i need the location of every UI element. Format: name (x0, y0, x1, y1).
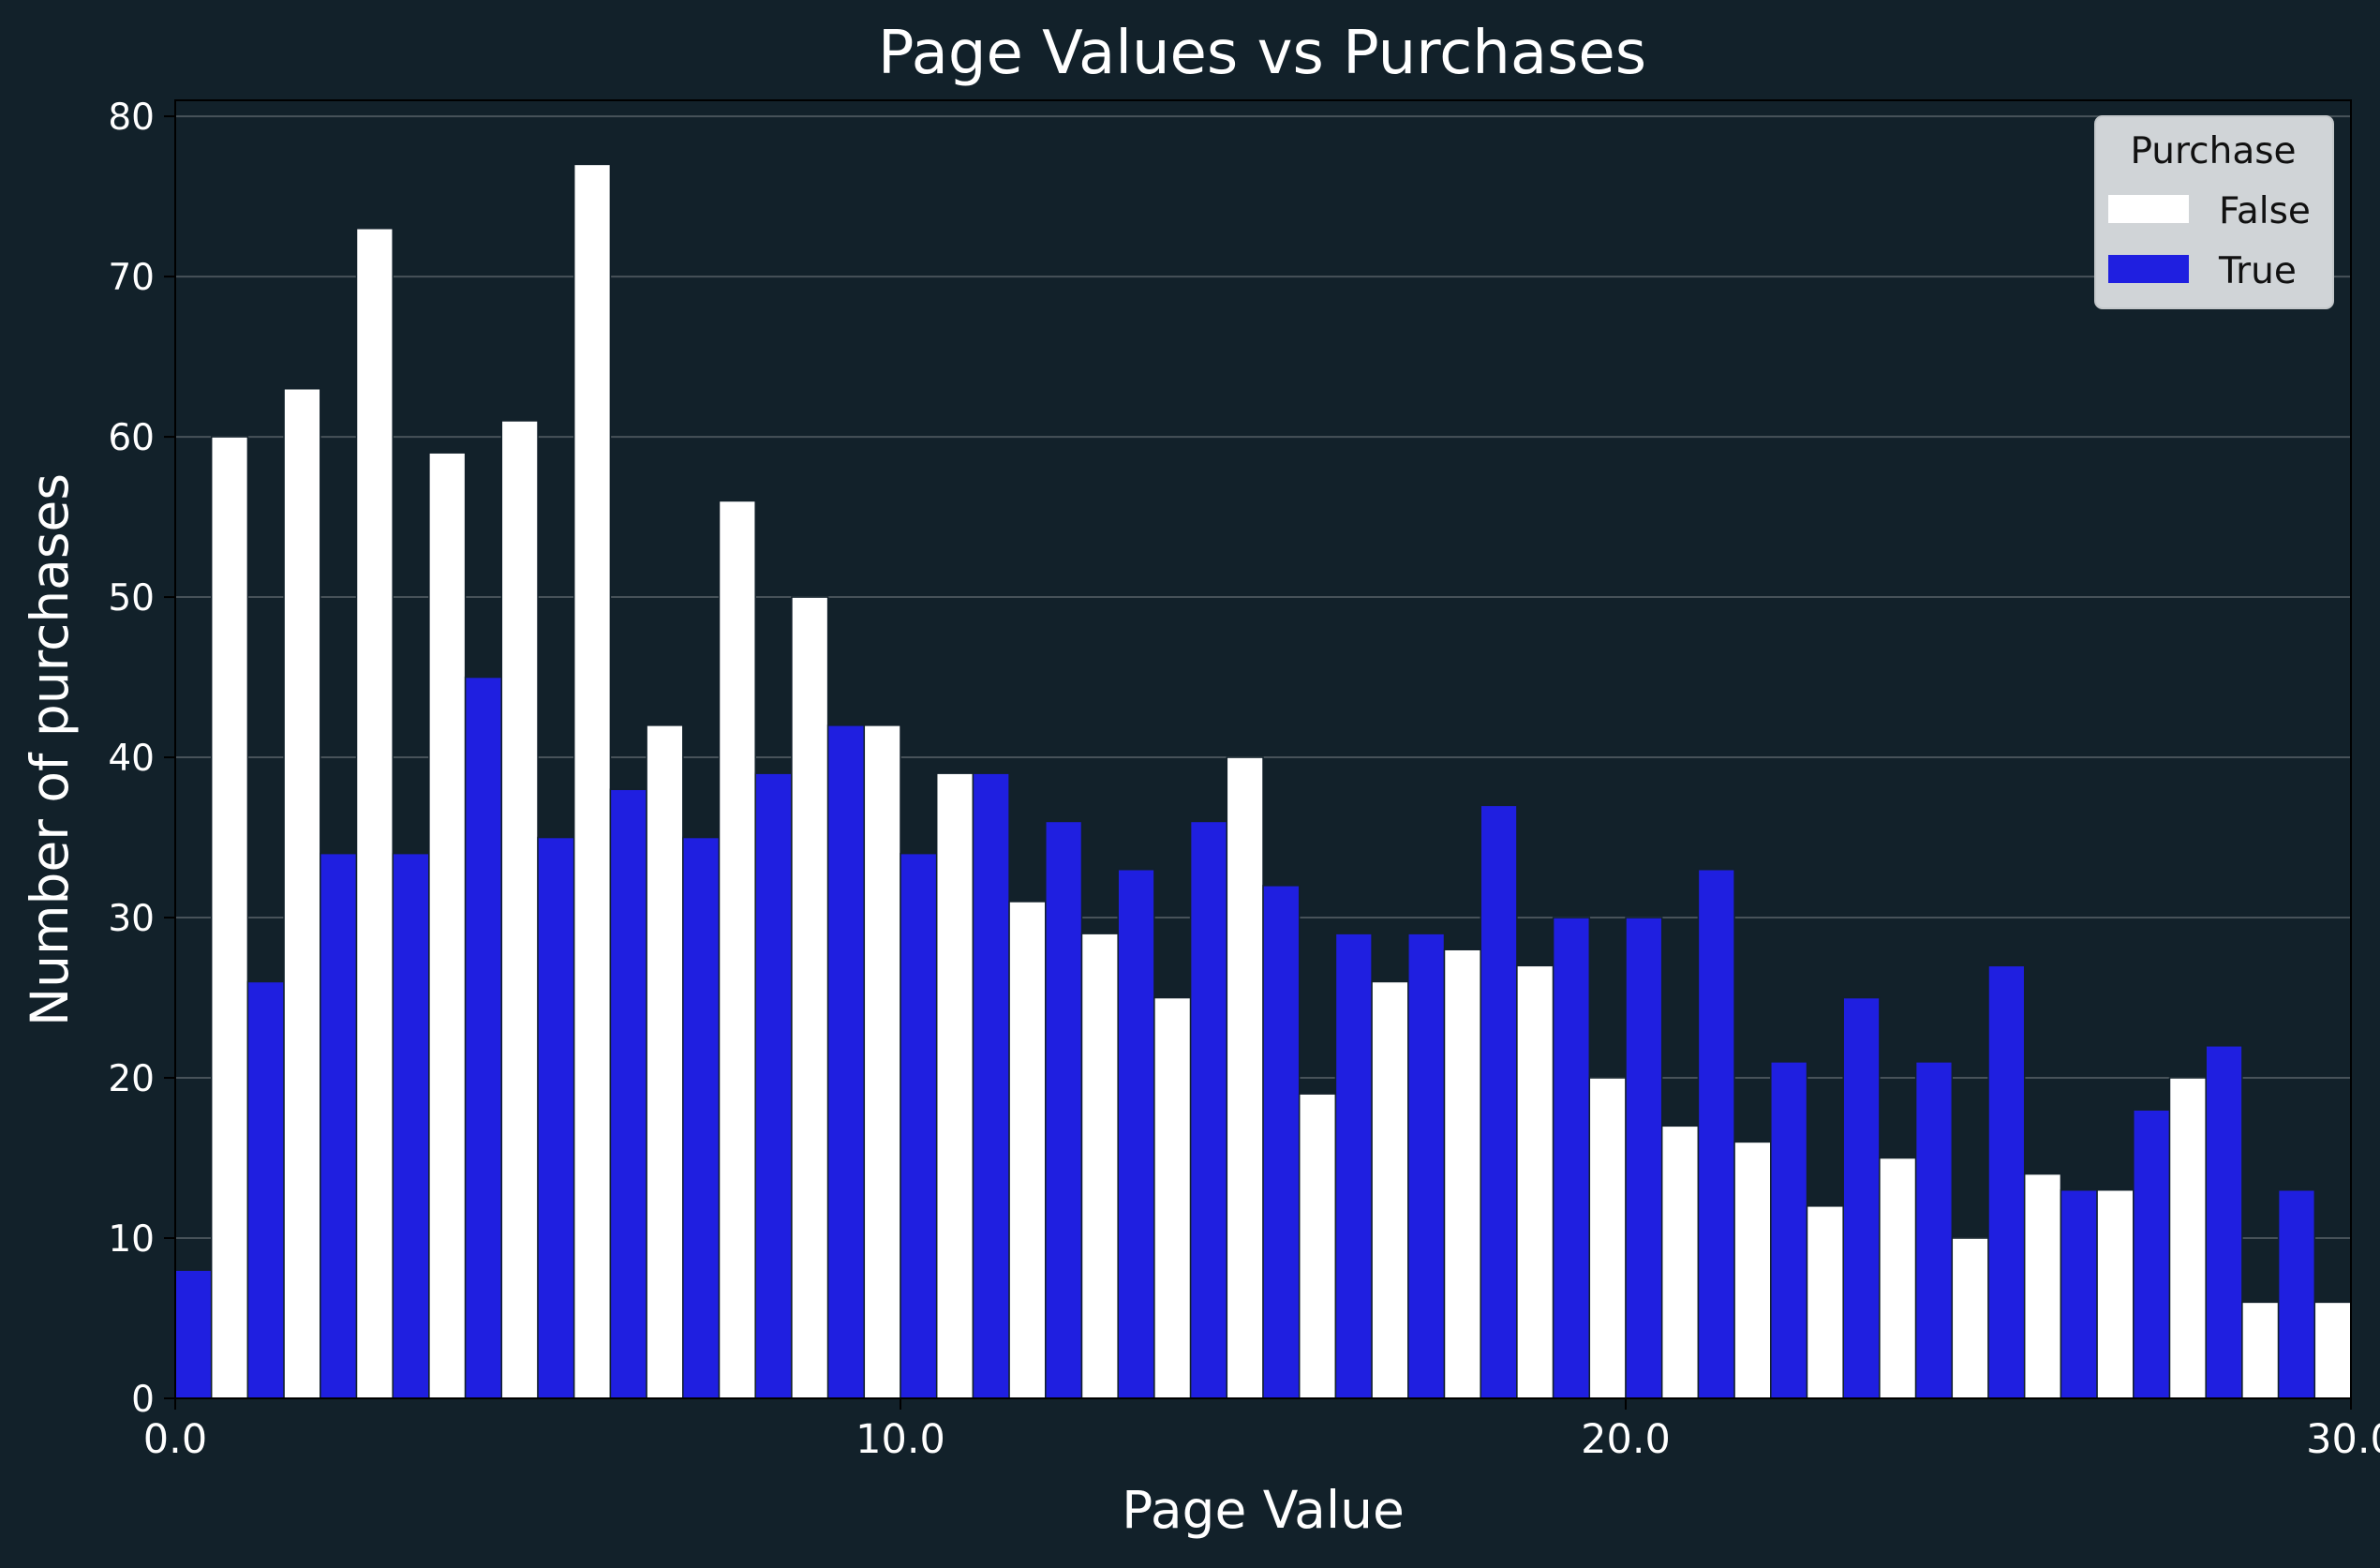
bar-true (2060, 1188, 2098, 1399)
x-axis: 0.0 10.0 20.0 30.0 (143, 1398, 2380, 1463)
y-tick-label: 50 (108, 577, 155, 620)
bar-false (1443, 948, 1481, 1399)
bar-false (1588, 1077, 1627, 1399)
bar-false (1298, 1093, 1337, 1399)
bar-false (1371, 980, 1409, 1399)
bar-false (1516, 964, 1554, 1399)
legend-label-true: True (2218, 250, 2297, 292)
bar-true (682, 836, 721, 1399)
bar-true (1914, 1061, 1954, 1399)
y-tick-label: 30 (108, 898, 155, 940)
bar-true (1625, 917, 1663, 1399)
bar-true (1045, 820, 1083, 1399)
bars (174, 163, 2352, 1399)
bar-true (754, 772, 793, 1399)
bar-false (1951, 1237, 1989, 1399)
x-tick-label: 30.0 (2306, 1416, 2380, 1463)
bar-true (900, 852, 938, 1399)
y-axis: 0 10 20 30 40 50 60 70 80 (108, 97, 175, 1421)
plot-frame (174, 99, 2352, 1399)
bar-true (174, 1269, 213, 1399)
y-tick-label: 20 (108, 1058, 155, 1100)
bar-true (826, 724, 866, 1399)
y-tick-label: 40 (108, 738, 155, 780)
y-tick-label: 60 (108, 417, 155, 459)
bar-true (1770, 1061, 1808, 1399)
bar-false (500, 420, 539, 1399)
bar-false (1080, 933, 1119, 1399)
bar-false (2096, 1188, 2135, 1399)
bar-true (1697, 868, 1735, 1399)
bar-false (1008, 901, 1047, 1399)
bar-true (972, 772, 1010, 1399)
bar-false (718, 500, 756, 1399)
bar-false (1879, 1157, 1917, 1399)
legend-swatch-false (2108, 195, 2189, 223)
x-tick-label: 0.0 (143, 1416, 207, 1463)
bar-false (935, 772, 974, 1399)
legend-label-false: False (2219, 190, 2311, 232)
bar-false (355, 228, 394, 1399)
bar-true (464, 676, 503, 1399)
y-axis-label: Number of purchases (20, 473, 80, 1026)
bar-false (210, 436, 249, 1399)
bar-true (1262, 885, 1301, 1399)
bar-false (428, 452, 467, 1399)
bar-false (2313, 1301, 2352, 1399)
bar-true (609, 788, 647, 1399)
bar-true (1842, 996, 1881, 1399)
y-tick-label: 0 (131, 1379, 155, 1421)
bar-false (573, 163, 612, 1399)
bar-false (1806, 1205, 1844, 1399)
x-tick-label: 20.0 (1581, 1416, 1671, 1463)
bar-false (2168, 1077, 2207, 1399)
y-tick-label: 10 (108, 1218, 155, 1261)
legend-swatch-true (2108, 255, 2189, 283)
legend: Purchase False True (2094, 115, 2334, 309)
bar-true (1189, 820, 1228, 1399)
bar-true (1334, 933, 1373, 1399)
bar-true (246, 980, 285, 1399)
bar-true (537, 836, 575, 1399)
legend-title: Purchase (2130, 130, 2296, 172)
bar-true (2205, 1045, 2243, 1399)
chart-title: Page Values vs Purchases (878, 19, 1646, 88)
bar-false (1660, 1125, 1700, 1399)
x-tick-label: 10.0 (855, 1416, 945, 1463)
bar-true (1407, 933, 1446, 1399)
bar-true (1987, 964, 2026, 1399)
bar-false (1226, 756, 1264, 1399)
bar-false (863, 724, 901, 1399)
bar-true (2133, 1109, 2171, 1399)
bar-true (1117, 868, 1155, 1399)
bar-true (392, 852, 430, 1399)
bar-false (646, 724, 684, 1399)
bar-false (2241, 1301, 2280, 1399)
bar-false (2023, 1172, 2062, 1399)
bar-true (320, 852, 358, 1399)
bar-false (1153, 996, 1192, 1399)
x-axis-label: Page Value (1122, 1480, 1405, 1540)
bar-false (1733, 1141, 1772, 1399)
bar-false (283, 388, 321, 1399)
bar-false (791, 596, 829, 1399)
y-tick-label: 70 (108, 257, 155, 299)
y-tick-label: 80 (108, 97, 155, 139)
bar-true (1552, 917, 1591, 1399)
bar-true (1480, 804, 1518, 1399)
bar-true (2277, 1188, 2316, 1399)
